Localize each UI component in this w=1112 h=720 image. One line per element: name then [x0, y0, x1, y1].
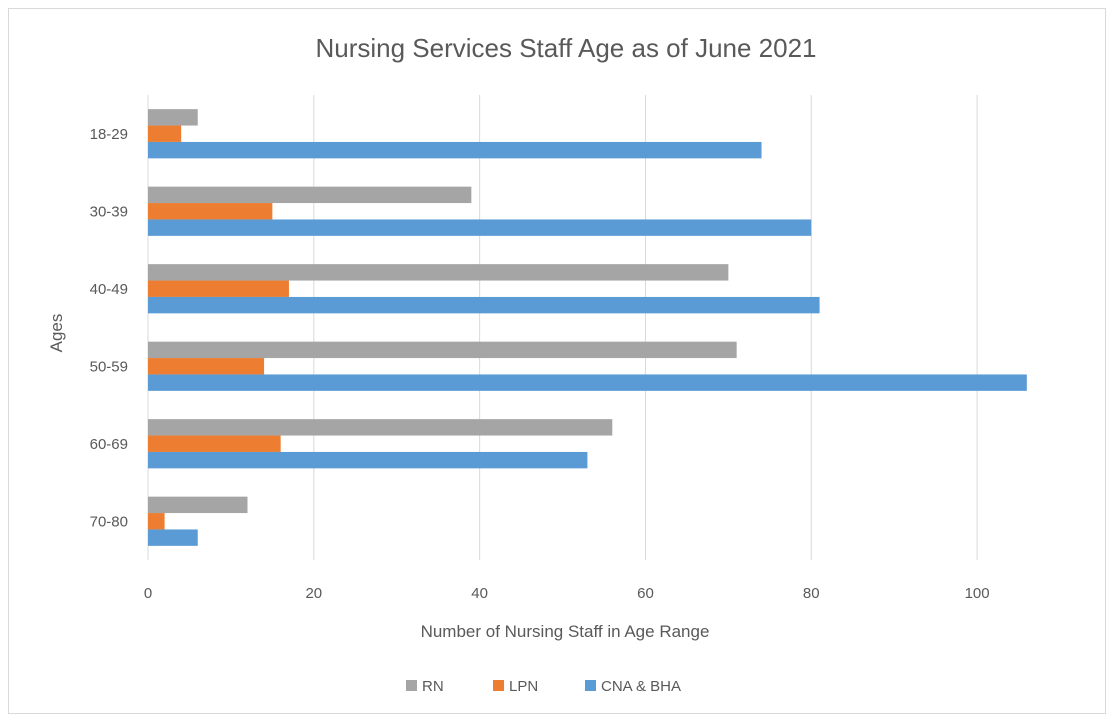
- x-tick-label: 40: [471, 585, 488, 602]
- legend-label: LPN: [509, 678, 538, 695]
- bar-rn-18-29: [148, 109, 198, 126]
- y-tick-label: 30-39: [90, 203, 128, 220]
- bar-cna-bha-40-49: [148, 296, 820, 314]
- y-tick-label: 60-69: [90, 436, 128, 453]
- legend-swatch-rn: [406, 680, 417, 691]
- bar-rn-40-49: [148, 264, 729, 281]
- legend: RN LPN CNA & BHA: [406, 678, 681, 695]
- y-tick-labels: 18-29 30-39 40-49 50-59 60-69 70-80: [90, 126, 128, 531]
- chart-title: Nursing Services Staff Age as of June 20…: [315, 33, 816, 63]
- legend-label: CNA & BHA: [601, 678, 681, 695]
- x-axis-title: Number of Nursing Staff in Age Range: [421, 622, 710, 641]
- x-tick-label: 0: [144, 585, 152, 602]
- y-axis-title: Ages: [47, 314, 66, 353]
- legend-label: RN: [422, 678, 444, 695]
- bar-cna-bha-18-29: [148, 141, 762, 159]
- bar-lpn-70-80: [148, 513, 165, 530]
- bar-cna-bha-50-59: [148, 374, 1027, 391]
- bar-lpn-40-49: [148, 280, 289, 297]
- x-tick-label: 100: [965, 585, 990, 602]
- gridlines: [147, 95, 978, 560]
- y-tick-label: 18-29: [90, 126, 128, 143]
- y-tick-label: 70-80: [90, 513, 128, 530]
- bar-lpn-50-59: [148, 358, 265, 375]
- bar-rn-30-39: [148, 186, 472, 204]
- x-tick-labels: 0 20 40 60 80 100: [144, 585, 990, 602]
- y-tick-label: 40-49: [90, 281, 128, 298]
- bar-lpn-18-29: [148, 125, 182, 142]
- x-tick-label: 80: [803, 585, 820, 602]
- x-tick-label: 60: [637, 585, 654, 602]
- x-tick-label: 20: [305, 585, 322, 602]
- bar-lpn-60-69: [148, 435, 281, 452]
- y-tick-label: 50-59: [90, 358, 128, 375]
- bar-rn-50-59: [148, 341, 737, 359]
- bar-cna-bha-60-69: [148, 451, 588, 469]
- bars: [148, 109, 1027, 546]
- bar-cna-bha-30-39: [148, 219, 812, 236]
- bar-rn-70-80: [148, 496, 248, 514]
- bar-cna-bha-70-80: [148, 529, 198, 546]
- bar-lpn-30-39: [148, 203, 273, 220]
- legend-swatch-cna-bha: [585, 680, 596, 691]
- legend-swatch-lpn: [493, 680, 504, 691]
- bar-rn-60-69: [148, 419, 613, 436]
